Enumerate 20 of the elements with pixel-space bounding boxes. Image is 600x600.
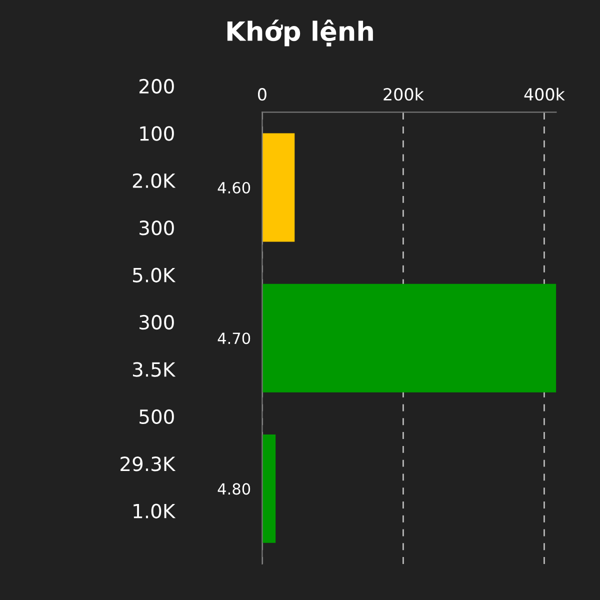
bar	[262, 284, 556, 392]
bar	[262, 133, 295, 242]
text: 200	[140, 78, 174, 94]
text: 5.0K	[133, 268, 176, 282]
y-tick-label: 4.70	[218, 332, 250, 344]
x-tick-label: 400k	[524, 88, 565, 101]
y-tick-label: 4.60	[218, 182, 250, 194]
text: 300	[140, 220, 174, 236]
text: 29.3K	[120, 456, 176, 472]
text: 3.5K	[133, 362, 176, 377]
text: 300	[140, 314, 174, 330]
text: 100	[140, 126, 174, 141]
text: 2.0K	[132, 173, 176, 188]
y-tick-label: 4.80	[218, 483, 250, 495]
chart-title: Khớp lệnh	[227, 20, 373, 46]
text: 500	[140, 409, 174, 424]
bar	[262, 434, 276, 543]
x-tick-label: 0	[258, 88, 266, 101]
x-tick-label: 200k	[384, 88, 424, 101]
text: 1.0K	[134, 504, 176, 518]
